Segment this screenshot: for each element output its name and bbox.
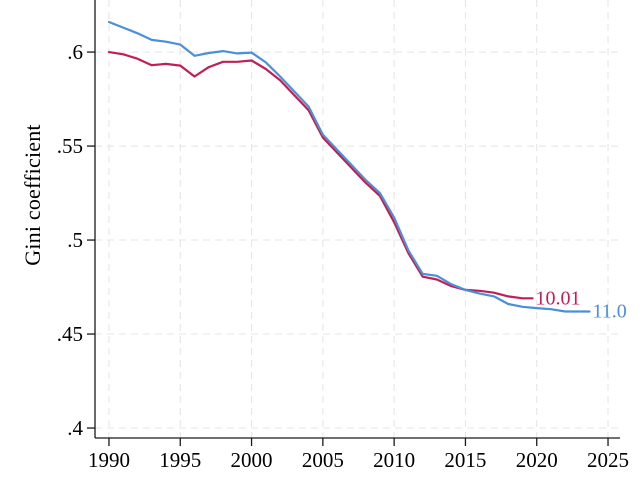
x-tick-label: 2010 (373, 448, 415, 472)
y-tick-label: .6 (67, 40, 83, 64)
series-line-10-01 (107, 50, 524, 300)
series-line-11-0 (107, 20, 581, 313)
x-tick-label: 2005 (302, 448, 344, 472)
x-tick-label: 2020 (516, 448, 558, 472)
y-tick-label: .5 (67, 228, 83, 252)
x-tick-label: 2025 (587, 448, 629, 472)
x-tick-label: 1990 (88, 448, 130, 472)
series-end-label: 10.01 (535, 287, 580, 309)
y-tick-label: .45 (57, 322, 83, 346)
x-tick-label: 2015 (444, 448, 486, 472)
y-axis-title: Gini coefficient (20, 124, 45, 266)
y-tick-label: .55 (57, 134, 83, 158)
x-tick-label: 2000 (231, 448, 273, 472)
series-end-label: 11.0 (593, 300, 627, 322)
x-tick-label: 1995 (159, 448, 201, 472)
y-tick-label: .4 (67, 416, 83, 440)
